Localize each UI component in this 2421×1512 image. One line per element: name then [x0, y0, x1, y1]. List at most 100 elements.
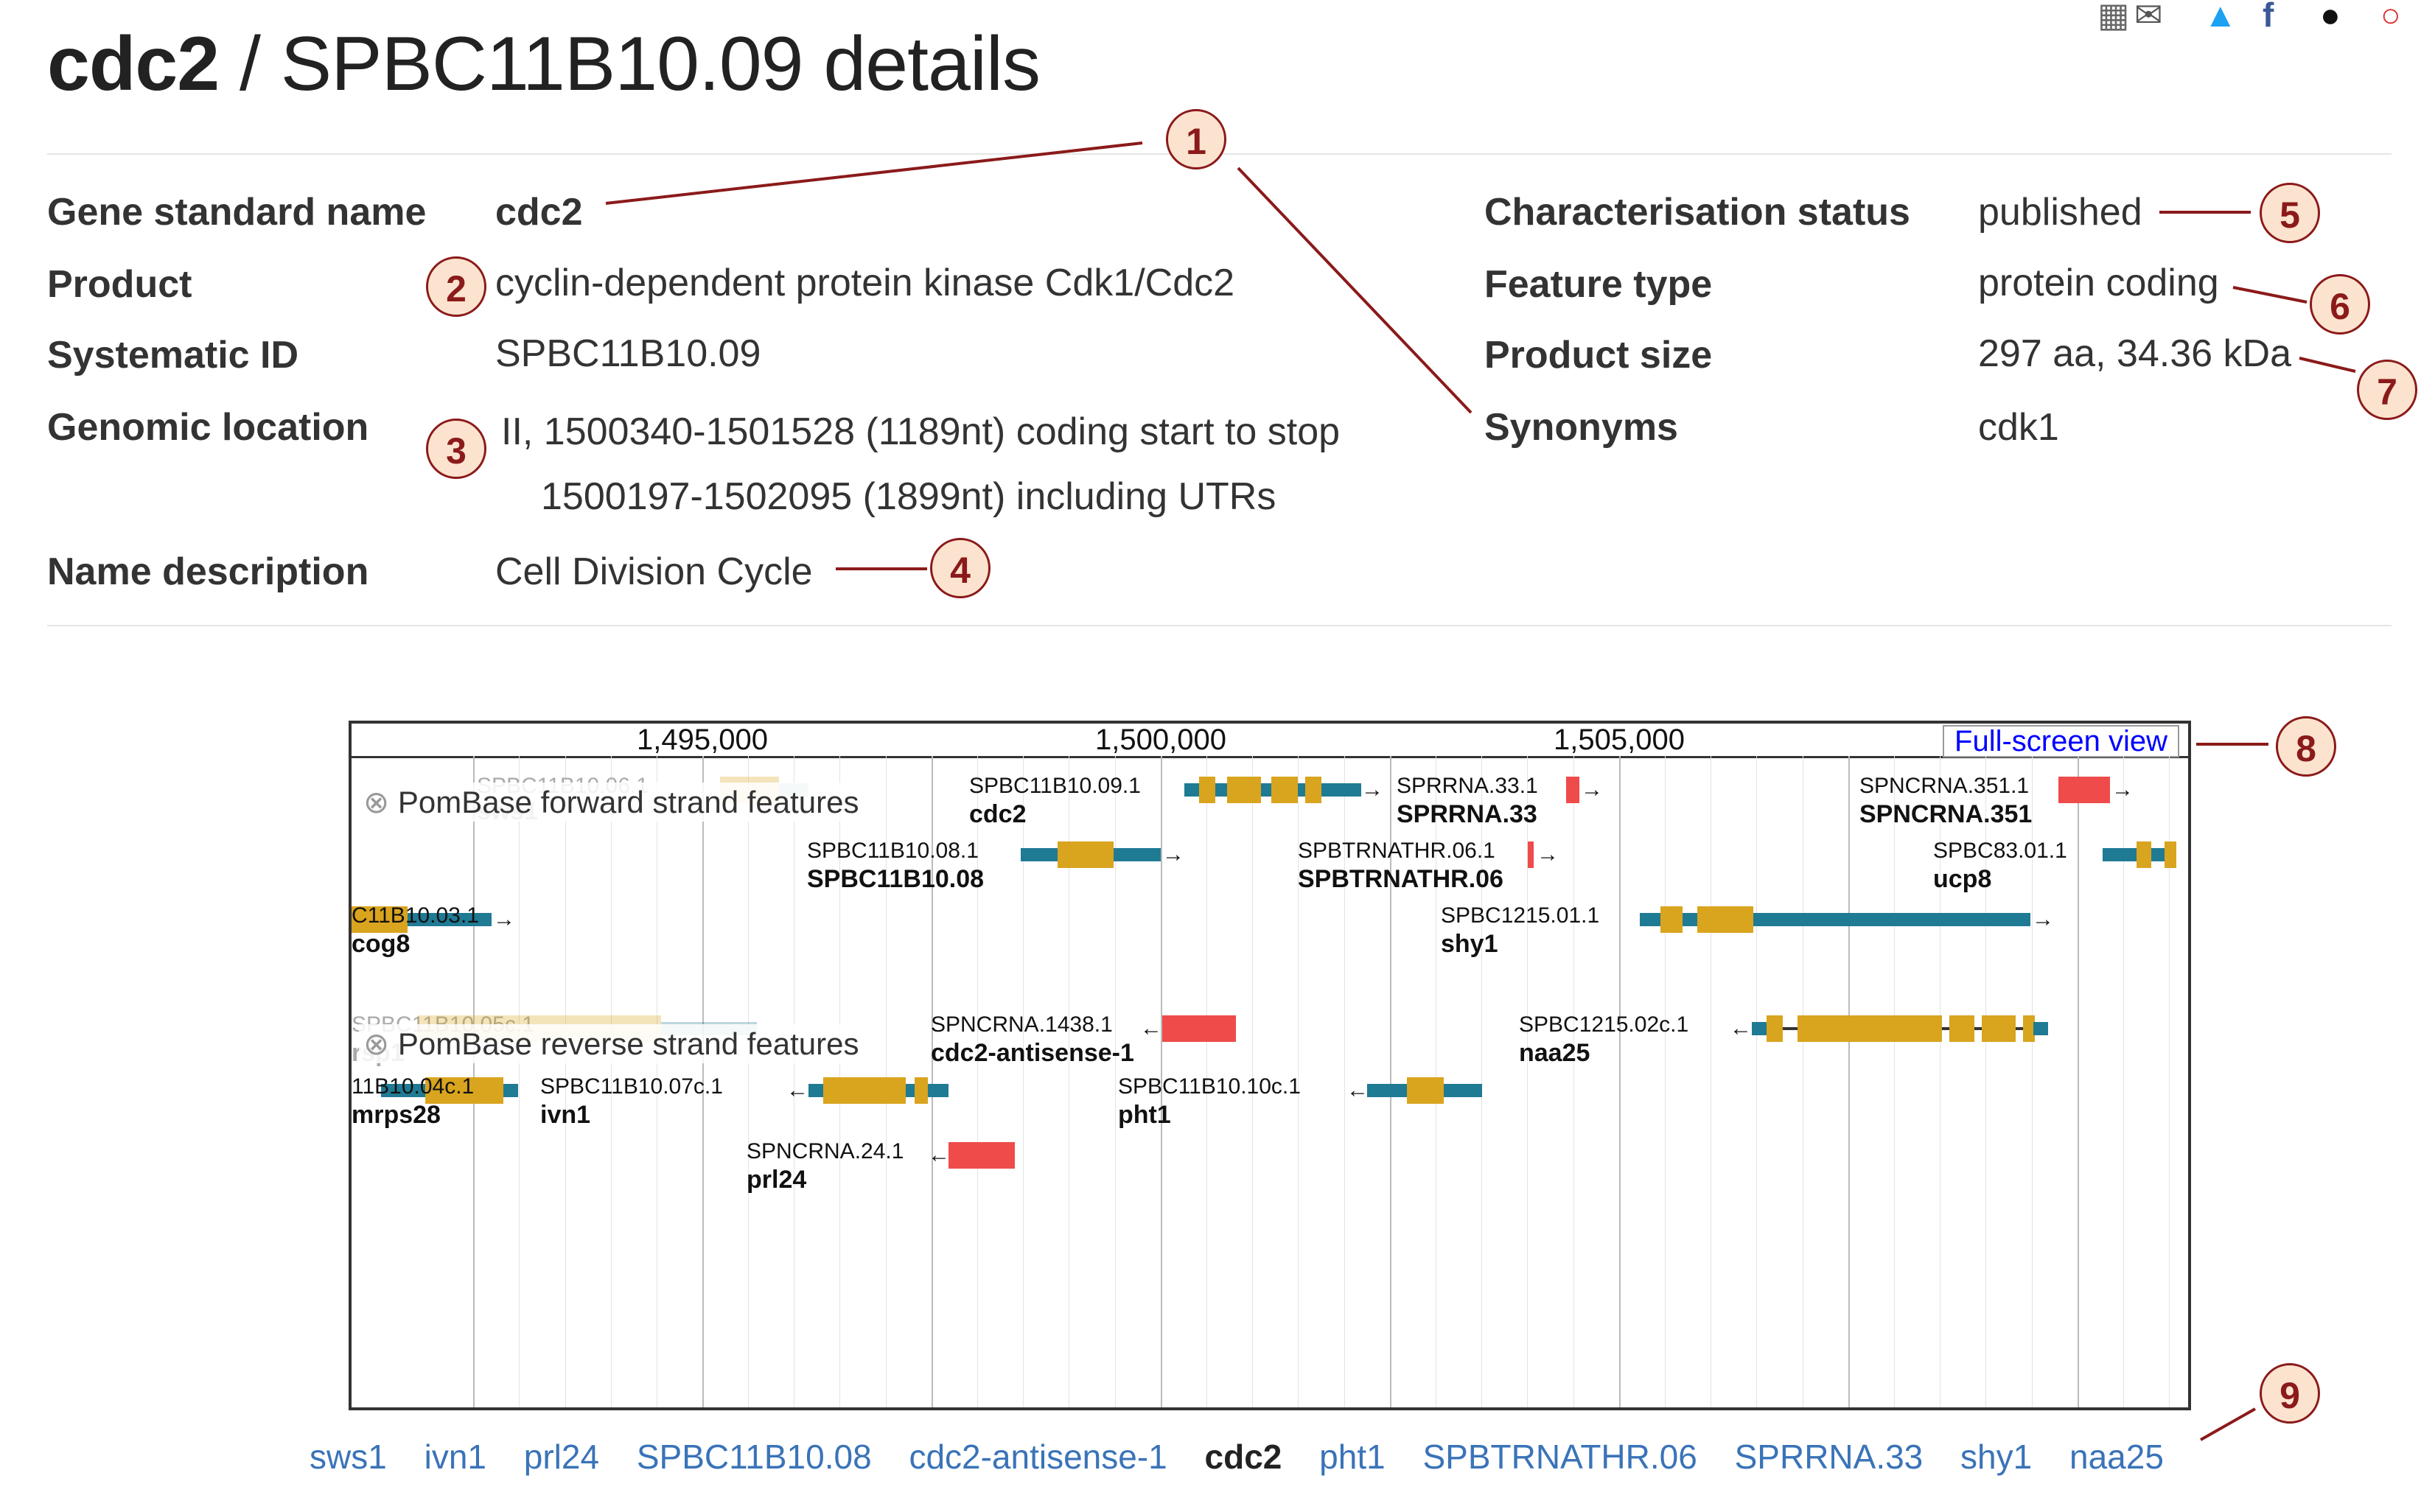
feature-id[interactable]: SPBC11B10.10c.1	[1118, 1074, 1301, 1099]
feature-cds[interactable]	[2165, 841, 2176, 868]
facebook-icon[interactable]: f	[2263, 0, 2274, 34]
gridline	[519, 756, 520, 1407]
feature-cds[interactable]	[1949, 1015, 1974, 1042]
genome-browser[interactable]: 1,495,000 1,500,000 1,505,000 Full-scree…	[349, 721, 2191, 1410]
feature-id[interactable]: SPBC11B10.07c.1	[540, 1074, 723, 1099]
gene-link[interactable]: ivn1	[424, 1438, 486, 1476]
feature-name[interactable]: SPNCRNA.351	[1859, 800, 2033, 828]
feature-name[interactable]: cdc2-antisense-1	[931, 1039, 1134, 1067]
feature-cds[interactable]	[1660, 906, 1683, 933]
label-product-size: Product size	[1484, 334, 1713, 377]
feature-name[interactable]: naa25	[1519, 1039, 1590, 1067]
close-track-icon[interactable]: ⊗	[363, 1026, 390, 1061]
feature-name[interactable]: cog8	[352, 930, 411, 958]
feature-name[interactable]: SPBC11B10.08	[807, 865, 985, 893]
feature-id[interactable]: SPBTRNATHR.06.1	[1298, 839, 1495, 863]
label-synonyms: Synonyms	[1484, 406, 1678, 449]
feature-utr[interactable]	[1752, 1022, 1767, 1035]
feature-id[interactable]: SPNCRNA.351.1	[1859, 774, 2030, 798]
callout-7: 7	[2357, 360, 2417, 420]
ruler-tick: 1,500,000	[1095, 724, 1226, 756]
page-title: cdc2 / SPBC11B10.09 details	[47, 21, 1041, 107]
gene-link[interactable]: pht1	[1319, 1438, 1386, 1476]
feature-id[interactable]: SPRRNA.33.1	[1397, 774, 1538, 798]
feature-cds[interactable]	[425, 1077, 503, 1104]
nearby-genes-list: sws1 ivn1 prl24 SPBC11B10.08 cdc2-antise…	[310, 1437, 2192, 1477]
callout-4: 4	[930, 538, 991, 598]
feature-ncrna[interactable]	[949, 1142, 1015, 1169]
callout-2: 2	[426, 256, 486, 317]
gene-link[interactable]: prl24	[523, 1438, 600, 1476]
feature-name[interactable]: cdc2	[969, 800, 1027, 828]
feature-name[interactable]: SPRRNA.33	[1397, 800, 1537, 828]
feature-id[interactable]: SPNCRNA.1438.1	[931, 1012, 1113, 1037]
feature-ncrna[interactable]	[1566, 777, 1579, 803]
feature-id[interactable]: SPNCRNA.24.1	[747, 1139, 904, 1163]
gene-link[interactable]: sws1	[310, 1438, 387, 1476]
value-characterisation-status: published	[1978, 191, 2142, 234]
feature-cds[interactable]	[352, 906, 408, 933]
strand-arrow: →	[493, 907, 515, 931]
feature-name[interactable]: ucp8	[1933, 865, 1992, 893]
feature-cds[interactable]	[1982, 1015, 2016, 1042]
twitter-icon[interactable]: ▲	[2204, 0, 2237, 34]
feature-cds[interactable]	[915, 1077, 928, 1104]
feature-id[interactable]: C11B10.03.1	[352, 903, 479, 928]
strand-arrow: →	[1581, 777, 1603, 802]
forward-track-label[interactable]: ⊗ PomBase forward strand features	[359, 783, 864, 822]
feature-cds[interactable]	[1227, 777, 1261, 803]
feature-cds[interactable]	[823, 1077, 906, 1104]
feature-cds[interactable]	[1199, 777, 1215, 803]
gridline	[2169, 756, 2170, 1407]
feature-cds[interactable]	[1798, 1015, 1942, 1042]
feature-cds[interactable]	[1271, 777, 1298, 803]
gene-link[interactable]: SPBC11B10.08	[636, 1438, 872, 1476]
feature-id[interactable]: 11B10.04c.1	[352, 1074, 475, 1099]
feature-name[interactable]: shy1	[1441, 930, 1498, 958]
github-icon[interactable]: ●	[2320, 0, 2341, 34]
gene-link[interactable]: SPRRNA.33	[1734, 1438, 1924, 1476]
gridline	[1619, 756, 1621, 1407]
gene-link[interactable]: shy1	[1960, 1438, 2033, 1476]
gridline	[1298, 756, 1299, 1407]
strand-arrow: ←	[786, 1078, 808, 1102]
feature-name[interactable]: ivn1	[540, 1101, 591, 1129]
gene-link[interactable]: naa25	[2069, 1438, 2164, 1476]
feature-ncrna[interactable]	[2058, 777, 2110, 803]
feature-ncrna[interactable]	[1162, 1015, 1236, 1042]
callout-3: 3	[426, 419, 486, 479]
feature-id[interactable]: SPBC11B10.08.1	[807, 839, 979, 863]
feature-name[interactable]: prl24	[747, 1166, 807, 1194]
other-icon[interactable]: ○	[2380, 0, 2401, 34]
feature-utr[interactable]	[2033, 1022, 2048, 1035]
feature-cds[interactable]	[1697, 906, 1753, 933]
feature-id[interactable]: SPBC83.01.1	[1933, 839, 2067, 863]
rss-icon[interactable]: ▦	[2097, 0, 2130, 34]
gridline	[611, 756, 612, 1407]
value-genomic-location: II, 1500340-1501528 (1189nt) coding star…	[501, 410, 1341, 453]
feature-cds[interactable]	[2023, 1015, 2035, 1042]
gene-link[interactable]: SPBTRNATHR.06	[1422, 1438, 1697, 1476]
position-ruler[interactable]: 1,495,000 1,500,000 1,505,000 Full-scree…	[352, 724, 2188, 758]
close-track-icon[interactable]: ⊗	[363, 785, 390, 819]
value-synonyms: cdk1	[1978, 406, 2059, 449]
feature-cds[interactable]	[1305, 777, 1321, 803]
feature-id[interactable]: SPBC1215.01.1	[1441, 903, 1600, 928]
feature-id[interactable]: SPBC1215.02c.1	[1519, 1012, 1689, 1037]
feature-id[interactable]: SPBC11B10.09.1	[969, 774, 1141, 798]
feature-ncrna[interactable]	[1528, 841, 1534, 868]
feature-cds[interactable]	[1767, 1015, 1783, 1042]
gene-link[interactable]: cdc2-antisense-1	[909, 1438, 1167, 1476]
feature-cds[interactable]	[1407, 1077, 1444, 1104]
feature-cds[interactable]	[2137, 841, 2151, 868]
gridline	[1665, 756, 1666, 1407]
feature-cds[interactable]	[1058, 841, 1114, 868]
mail-icon[interactable]: ✉	[2134, 0, 2163, 34]
gridline	[1527, 756, 1528, 1407]
full-screen-view-button[interactable]: Full-screen view	[1943, 725, 2179, 757]
reverse-track-label[interactable]: ⊗ PomBase reverse strand features	[359, 1024, 864, 1063]
feature-name[interactable]: mrps28	[352, 1101, 441, 1129]
feature-name[interactable]: SPBTRNATHR.06	[1298, 865, 1503, 893]
feature-name[interactable]: pht1	[1118, 1101, 1171, 1129]
gridline	[1206, 756, 1207, 1407]
